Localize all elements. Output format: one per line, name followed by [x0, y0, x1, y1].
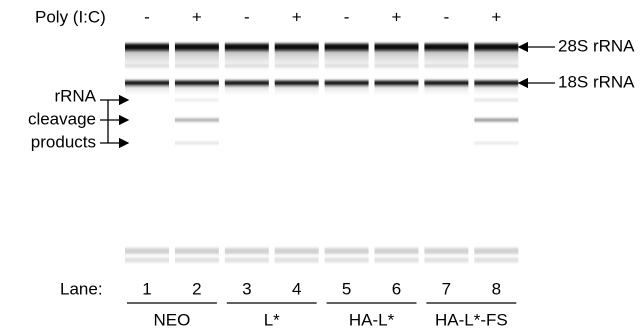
poly-sign: - [144, 7, 150, 26]
band [275, 248, 319, 254]
band [474, 65, 518, 67]
band [375, 81, 419, 86]
band [474, 248, 518, 254]
band [175, 142, 219, 144]
gel [125, 44, 518, 263]
band [125, 248, 169, 254]
band [125, 81, 169, 86]
smear [474, 86, 518, 98]
band-label: 28S rRNA [558, 36, 635, 55]
band [125, 65, 169, 67]
poly-sign: + [292, 7, 302, 26]
band [175, 44, 219, 51]
band [175, 65, 219, 67]
band [225, 81, 269, 86]
band [325, 65, 369, 67]
band [175, 248, 219, 254]
smear [375, 50, 419, 75]
band [225, 44, 269, 51]
smear [275, 86, 319, 98]
lane-number: 4 [292, 279, 301, 298]
band [424, 44, 468, 51]
band-label: 18S rRNA [558, 72, 635, 91]
smear [225, 86, 269, 98]
lane-number: 5 [342, 279, 351, 298]
poly-sign: - [344, 7, 350, 26]
smear [175, 86, 219, 98]
band [424, 81, 468, 86]
page: {"header": {"label": "Poly (I:C)"}, "lan… [0, 0, 640, 333]
band [474, 44, 518, 51]
band [424, 248, 468, 254]
group-label: HA-L*-FS [435, 310, 508, 329]
band [424, 258, 468, 263]
lane-label: Lane: [60, 279, 103, 298]
band [175, 258, 219, 263]
poly-sign: + [491, 7, 501, 26]
band [325, 258, 369, 263]
band [474, 81, 518, 86]
smear [175, 50, 219, 75]
smear [424, 86, 468, 98]
band [125, 44, 169, 51]
poly-sign: + [192, 7, 202, 26]
bracket [100, 100, 108, 143]
band [474, 99, 518, 101]
cleavage-label: rRNA [54, 86, 96, 105]
cleavage-label: cleavage [28, 109, 96, 128]
poly-sign: - [444, 7, 450, 26]
smear [424, 50, 468, 75]
poly-sign: - [244, 7, 250, 26]
lane-number: 6 [392, 279, 401, 298]
band [325, 44, 369, 51]
band [375, 248, 419, 254]
smear [325, 50, 369, 75]
band [225, 258, 269, 263]
lane-number: 3 [242, 279, 251, 298]
figure: Poly (I:C) 28S rRNA 18S rRNA rRNA cleava… [0, 0, 640, 333]
cleavage-label: products [31, 132, 96, 151]
band [225, 248, 269, 254]
smear [325, 86, 369, 98]
lane-number: 1 [142, 279, 151, 298]
lane-number: 8 [492, 279, 501, 298]
band [474, 119, 518, 122]
lane-number: 2 [192, 279, 201, 298]
band [125, 258, 169, 263]
band [325, 248, 369, 254]
band [375, 258, 419, 263]
band [375, 44, 419, 51]
band [474, 258, 518, 263]
poly-sign: + [392, 7, 402, 26]
band [325, 81, 369, 86]
group-label: L* [264, 310, 280, 329]
band [375, 65, 419, 67]
group-label: HA-L* [349, 310, 395, 329]
band [275, 81, 319, 86]
band [275, 65, 319, 67]
smear [375, 86, 419, 98]
poly-label: Poly (I:C) [35, 7, 106, 26]
smear [125, 50, 169, 75]
band [175, 99, 219, 101]
band [474, 142, 518, 144]
smear [474, 50, 518, 75]
band [175, 119, 219, 122]
band [275, 258, 319, 263]
band [225, 65, 269, 67]
smear [125, 86, 169, 98]
band [424, 65, 468, 67]
band [175, 81, 219, 86]
smear [275, 50, 319, 75]
smear [225, 50, 269, 75]
band [275, 44, 319, 51]
group-label: NEO [154, 310, 191, 329]
lane-number: 7 [442, 279, 451, 298]
